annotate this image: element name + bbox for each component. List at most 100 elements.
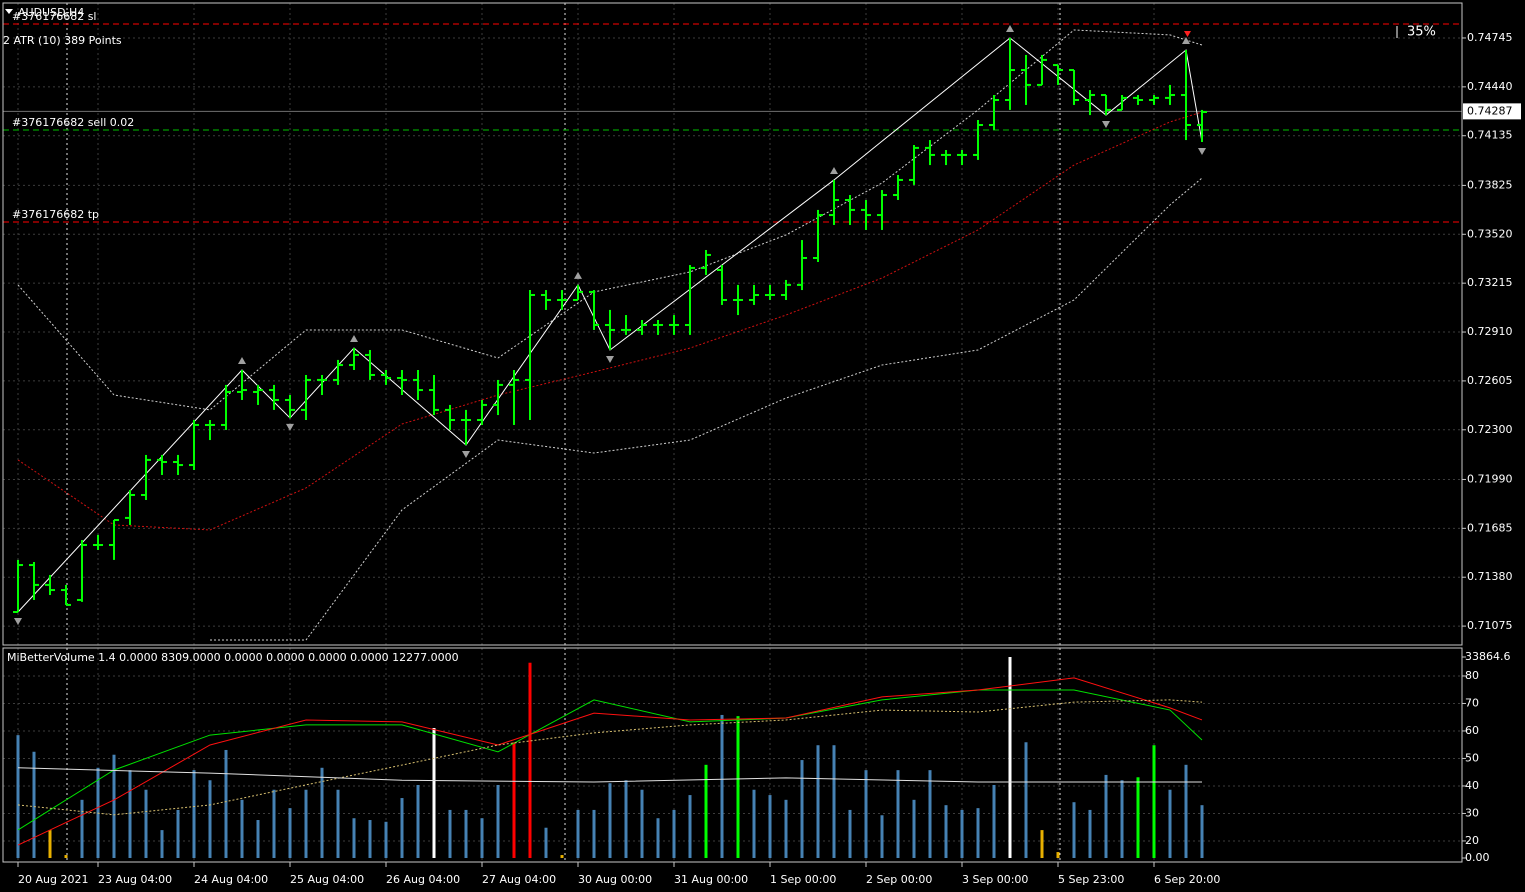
- volume-bar: [1088, 809, 1092, 858]
- volume-bar: [400, 798, 404, 858]
- x-tick-label: 25 Aug 04:00: [290, 873, 364, 886]
- volume-bar: [416, 784, 420, 858]
- volume-bar: [1168, 789, 1172, 858]
- volume-bar: [560, 855, 564, 858]
- price-panel-frame: [2, 2, 1463, 646]
- volume-bar: [496, 784, 500, 858]
- volume-bar: [256, 820, 260, 858]
- volume-bar: [128, 770, 132, 858]
- x-tick-label: 26 Aug 04:00: [386, 873, 460, 886]
- volume-bar: [592, 809, 596, 858]
- volume-bar: [1072, 802, 1076, 858]
- volume-bar: [800, 760, 804, 858]
- volume-bar: [544, 827, 548, 858]
- indicator-line: [17, 111, 1203, 531]
- volume-bar: [480, 818, 484, 858]
- x-tick-label: 5 Sep 23:00: [1058, 873, 1124, 886]
- volume-bar: [288, 808, 292, 858]
- order-label: #376176682 tp: [12, 208, 99, 221]
- order-label: #376176682 sell 0.02: [12, 116, 134, 129]
- volume-panel-frame: [2, 647, 1463, 863]
- volume-bar: [1136, 777, 1140, 858]
- volume-bar: [720, 714, 724, 858]
- volume-bar: [112, 754, 116, 858]
- volume-bar: [624, 780, 628, 858]
- volume-bar: [944, 805, 948, 858]
- y-tick-label: 0.74440: [1467, 80, 1513, 93]
- volume-bar: [48, 830, 52, 858]
- volume-bar: [304, 789, 308, 858]
- volume-bar: [992, 784, 996, 858]
- x-tick-label: 1 Sep 00:00: [770, 873, 836, 886]
- volume-bar: [80, 799, 84, 858]
- volume-bar: [960, 809, 964, 858]
- volume-bar: [432, 728, 436, 858]
- x-tick-label: 24 Aug 04:00: [194, 873, 268, 886]
- volume-bar: [320, 767, 324, 858]
- volume-bar: [704, 764, 708, 858]
- volume-bar: [1120, 780, 1124, 858]
- indicator-title: MiBetterVolume 1.4 0.0000 8309.0000 0.00…: [7, 651, 459, 664]
- volume-bar: [1184, 764, 1188, 858]
- y2-tick-label: 70: [1465, 696, 1479, 709]
- fractal-arrow: [574, 271, 582, 279]
- volume-bar: [208, 780, 212, 858]
- volume-bar: [160, 830, 164, 858]
- x-tick-label: 3 Sep 00:00: [962, 873, 1028, 886]
- fractal-arrow: [462, 451, 470, 459]
- volume-bar: [1056, 852, 1060, 858]
- y2-tick-label: 50: [1465, 751, 1479, 764]
- y-tick-label: 0.71075: [1467, 619, 1513, 632]
- volume-bar: [752, 789, 756, 858]
- chart-title: AUDUSD,H4: [18, 6, 84, 19]
- volume-bar: [1008, 657, 1012, 858]
- volume-bar: [784, 799, 788, 858]
- volume-bar: [512, 742, 516, 858]
- volume-bar: [144, 789, 148, 858]
- fractal-arrow: [286, 423, 294, 431]
- x-tick-label: 30 Aug 00:00: [578, 873, 652, 886]
- volume-bar: [16, 735, 20, 858]
- fractal-arrow: [606, 355, 614, 363]
- volume-plot: [16, 657, 1204, 858]
- volume-bar: [32, 751, 36, 858]
- volume-bar: [576, 809, 580, 858]
- volume-bar: [768, 795, 772, 858]
- x-tick-label: 27 Aug 04:00: [482, 873, 556, 886]
- fractal-arrow: [238, 357, 246, 365]
- volume-bar: [1024, 742, 1028, 858]
- volume-bar: [912, 799, 916, 858]
- y-tick-label: 0.73825: [1467, 178, 1513, 191]
- volume-bar: [272, 789, 276, 858]
- volume-bar: [896, 770, 900, 858]
- chart-subtitle: 2 ATR (10) 389 Points: [3, 34, 122, 47]
- volume-bar: [640, 789, 644, 858]
- x-tick-label: 6 Sep 20:00: [1154, 873, 1220, 886]
- annotation: 35%: [1407, 25, 1436, 40]
- volume-bar: [448, 809, 452, 858]
- volume-bar: [848, 809, 852, 858]
- price-plot: [3, 23, 1462, 641]
- fractal-arrow: [830, 166, 838, 174]
- volume-bar: [1040, 830, 1044, 858]
- volume-bar: [528, 662, 532, 858]
- y2-tick-label: 20: [1465, 834, 1479, 847]
- volume-bar: [464, 809, 468, 858]
- x-tick-label: 31 Aug 00:00: [674, 873, 748, 886]
- y-tick-label: 0.72605: [1467, 374, 1513, 387]
- trade-arrow: [1184, 31, 1191, 37]
- volume-bar: [976, 808, 980, 858]
- y-tick-label: 0.73215: [1467, 276, 1513, 289]
- y-tick-label: 0.71990: [1467, 472, 1513, 485]
- bid-box: [1463, 103, 1521, 120]
- menu-triangle: [5, 9, 13, 14]
- volume-bar: [864, 770, 868, 858]
- indicator-line: [17, 699, 1203, 816]
- volume-bar: [832, 745, 836, 858]
- y-tick-label: 0.73520: [1467, 227, 1513, 240]
- volume-bar: [688, 795, 692, 858]
- labels: 0.71075 0.71380 0.71685 0.71990 0.72300 0.726…: [12, 10, 1521, 886]
- indicator-line: [210, 177, 1203, 641]
